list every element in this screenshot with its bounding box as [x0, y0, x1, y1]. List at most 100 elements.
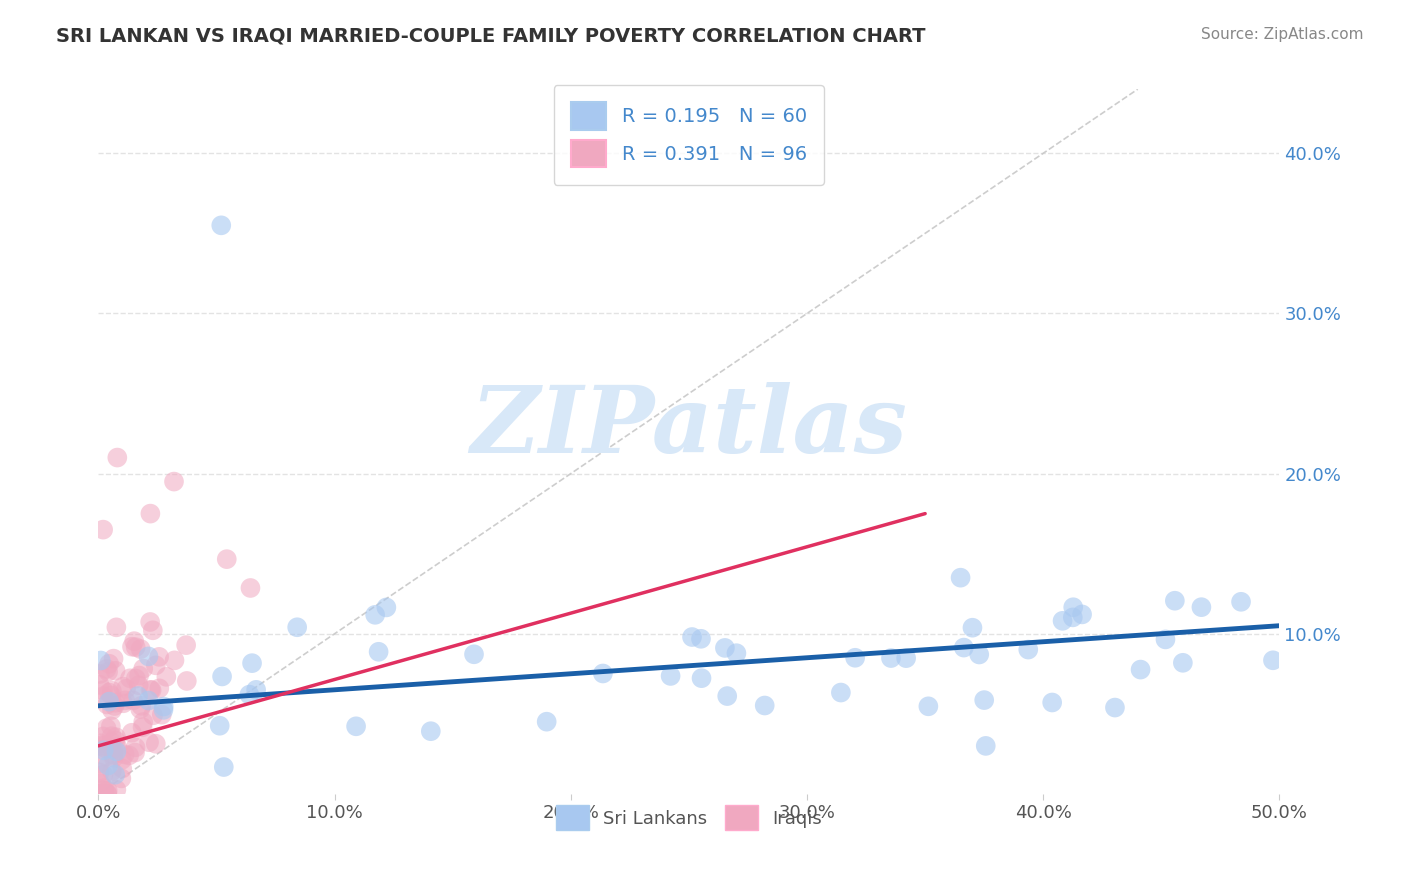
Point [118, 748, 141, 763]
Point [880, 651, 903, 665]
Point [1017, 642, 1039, 657]
Point [103, 747, 125, 762]
Point [105, 450, 128, 465]
Point [129, 702, 152, 716]
Point [100, 729, 122, 743]
Point [659, 669, 682, 683]
Point [1189, 600, 1212, 615]
Point [97, 783, 120, 797]
Point [148, 649, 170, 664]
Point [105, 782, 128, 797]
Point [96, 662, 118, 676]
Point [714, 640, 737, 655]
Point [138, 735, 160, 749]
Point [89, 787, 111, 801]
Point [110, 772, 132, 786]
Point [104, 664, 127, 678]
Point [93, 767, 115, 781]
Point [953, 640, 976, 655]
Point [118, 671, 141, 685]
Point [105, 739, 128, 754]
Point [419, 724, 441, 739]
Point [100, 719, 122, 733]
Point [681, 630, 703, 644]
Point [129, 642, 152, 657]
Legend: Sri Lankans, Iraqis: Sri Lankans, Iraqis [548, 797, 830, 838]
Point [93, 787, 115, 801]
Point [145, 658, 167, 673]
Point [89, 736, 111, 750]
Point [101, 683, 124, 698]
Point [103, 698, 125, 713]
Point [128, 678, 150, 692]
Point [155, 670, 177, 684]
Point [104, 733, 127, 747]
Point [131, 720, 153, 734]
Point [536, 714, 558, 729]
Point [103, 651, 125, 665]
Point [127, 689, 149, 703]
Point [150, 707, 173, 722]
Point [111, 753, 134, 767]
Point [145, 737, 167, 751]
Point [1164, 593, 1187, 607]
Point [463, 647, 485, 661]
Point [91, 787, 114, 801]
Point [89, 678, 111, 692]
Point [93, 783, 115, 797]
Point [344, 719, 367, 733]
Point [142, 708, 165, 723]
Point [1171, 656, 1194, 670]
Point [121, 640, 143, 654]
Point [176, 673, 198, 688]
Point [132, 714, 155, 729]
Point [152, 699, 174, 714]
Point [98, 695, 121, 709]
Point [97, 665, 120, 679]
Point [1230, 595, 1253, 609]
Point [1062, 600, 1084, 615]
Point [93, 739, 115, 753]
Point [138, 693, 160, 707]
Point [89, 787, 111, 801]
Point [1261, 653, 1284, 667]
Point [124, 740, 146, 755]
Point [1129, 663, 1152, 677]
Point [105, 620, 128, 634]
Point [592, 666, 614, 681]
Point [90, 653, 112, 667]
Point [100, 689, 122, 703]
Point [115, 681, 138, 696]
Point [215, 552, 238, 566]
Point [139, 507, 162, 521]
Point [364, 607, 387, 622]
Point [96, 787, 118, 801]
Point [114, 747, 136, 762]
Point [89, 765, 111, 780]
Point [962, 621, 984, 635]
Point [716, 689, 738, 703]
Point [238, 688, 260, 702]
Text: SRI LANKAN VS IRAQI MARRIED-COUPLE FAMILY POVERTY CORRELATION CHART: SRI LANKAN VS IRAQI MARRIED-COUPLE FAMIL… [56, 27, 925, 45]
Point [91, 689, 114, 703]
Text: Source: ZipAtlas.com: Source: ZipAtlas.com [1201, 27, 1364, 42]
Point [105, 744, 128, 758]
Point [1062, 610, 1084, 624]
Point [1104, 700, 1126, 714]
Point [91, 523, 114, 537]
Point [97, 758, 120, 772]
Point [894, 651, 917, 665]
Point [91, 730, 114, 744]
Point [114, 693, 136, 707]
Point [139, 682, 162, 697]
Point [98, 657, 121, 671]
Point [89, 756, 111, 771]
Point [917, 699, 939, 714]
Point [105, 730, 128, 744]
Point [94, 749, 117, 764]
Point [138, 649, 160, 664]
Text: ZIPatlas: ZIPatlas [471, 383, 907, 473]
Point [103, 751, 125, 765]
Point [101, 703, 124, 717]
Point [96, 698, 118, 712]
